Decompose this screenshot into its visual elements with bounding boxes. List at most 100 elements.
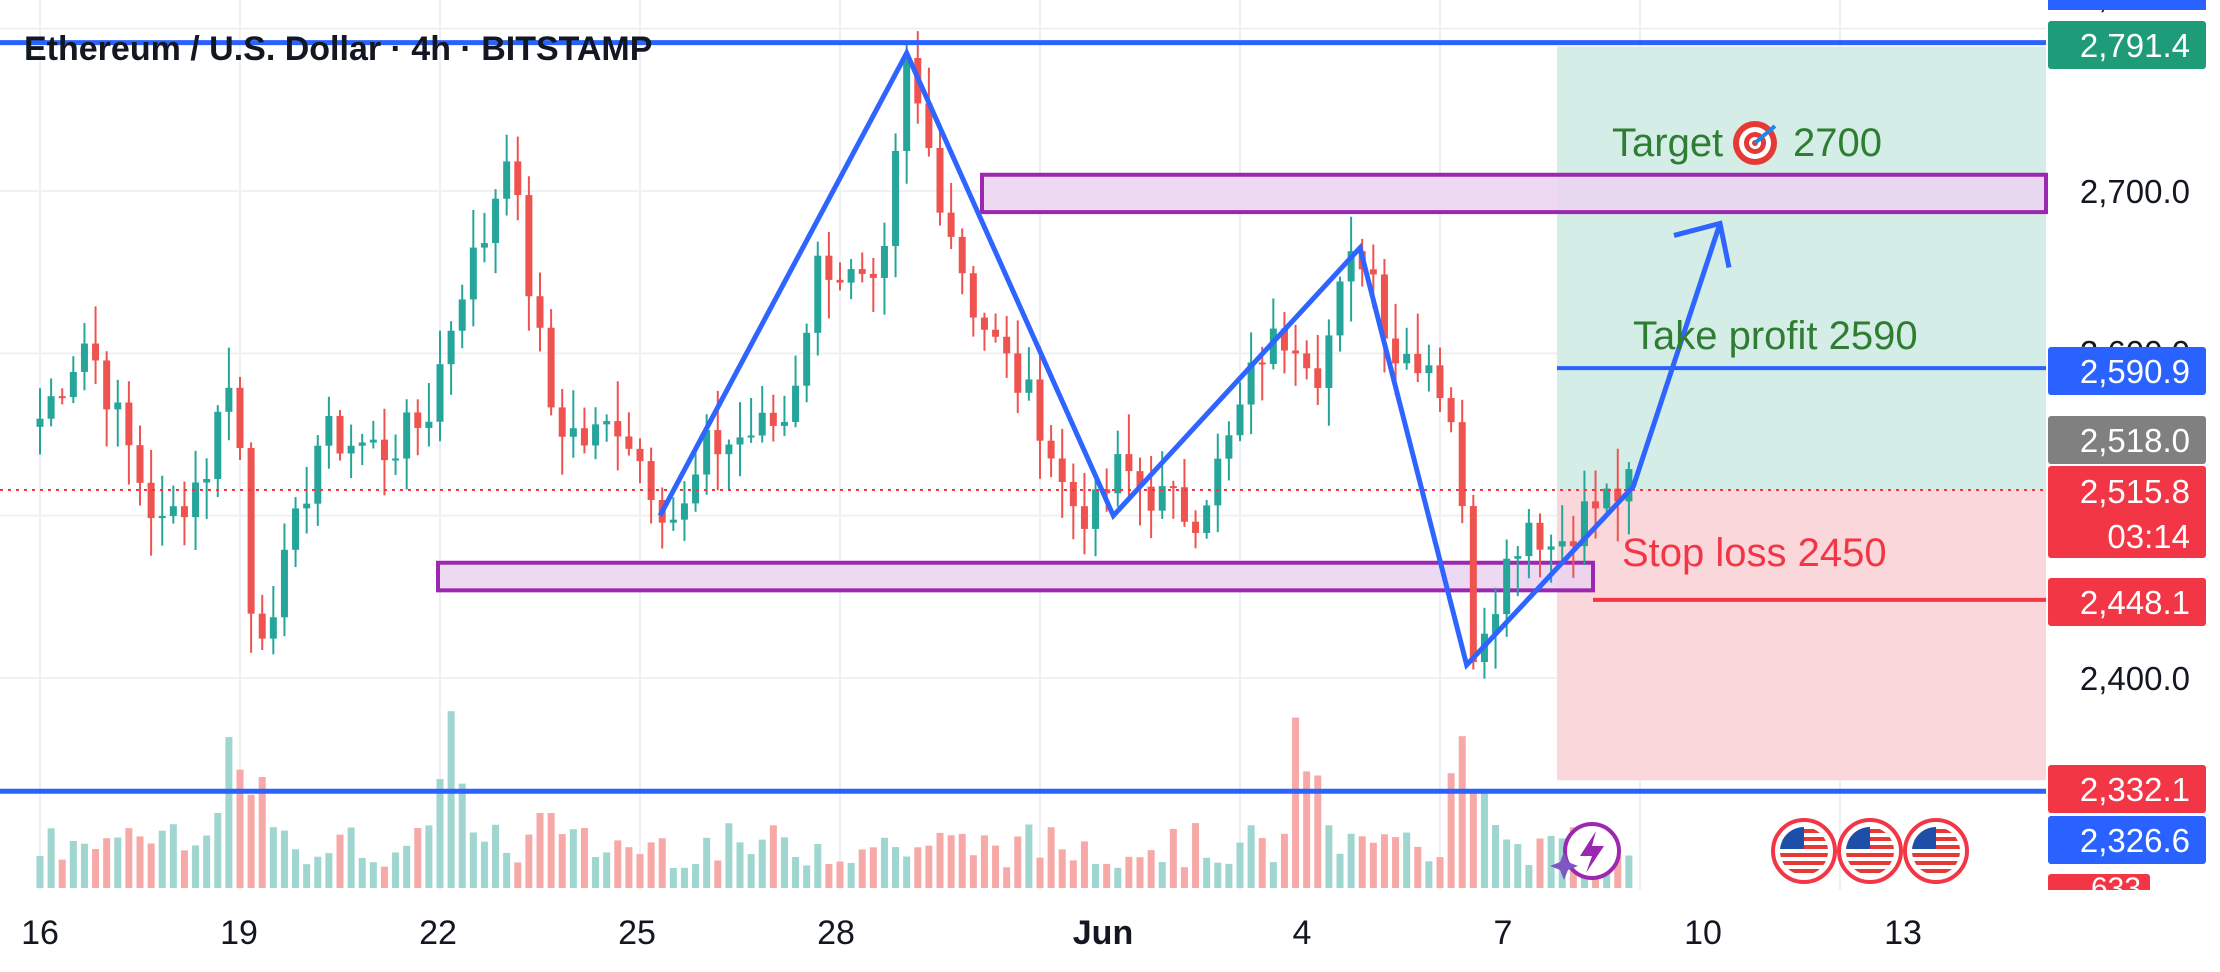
candle-body[interactable]: [625, 436, 633, 449]
candle-body[interactable]: [803, 332, 811, 386]
candle-body[interactable]: [780, 421, 788, 426]
candle-body[interactable]: [1425, 365, 1433, 374]
candle-body[interactable]: [114, 402, 122, 410]
candle-body[interactable]: [69, 371, 77, 398]
candle-body[interactable]: [203, 479, 211, 483]
candle-body[interactable]: [425, 421, 433, 428]
us-flag-icon[interactable]: [1903, 818, 1969, 884]
candle-body[interactable]: [1392, 338, 1400, 364]
candle-body[interactable]: [369, 439, 377, 443]
candle-body[interactable]: [1258, 362, 1266, 365]
candle-body[interactable]: [692, 474, 700, 504]
candle-body[interactable]: [325, 415, 333, 446]
candle-body[interactable]: [1547, 546, 1555, 550]
candle-body[interactable]: [1080, 506, 1088, 529]
candle-body[interactable]: [925, 103, 933, 148]
candle-body[interactable]: [158, 516, 166, 519]
candle-body[interactable]: [1403, 353, 1411, 364]
candle-body[interactable]: [403, 412, 411, 459]
candle-body[interactable]: [1058, 458, 1066, 483]
lightning-icon[interactable]: [1550, 822, 1621, 880]
candle-body[interactable]: [1292, 350, 1300, 354]
candle-body[interactable]: [1069, 482, 1077, 507]
price-label-lower-2[interactable]: [2048, 816, 2206, 864]
candle-body[interactable]: [147, 482, 155, 519]
candle-body[interactable]: [1047, 440, 1055, 459]
candle-body[interactable]: [1169, 486, 1177, 489]
candle-body[interactable]: [36, 418, 44, 427]
candle-body[interactable]: [458, 299, 466, 331]
candle-body[interactable]: [1447, 398, 1455, 423]
candle-body[interactable]: [314, 445, 322, 504]
candle-body[interactable]: [1569, 541, 1577, 547]
candle-body[interactable]: [492, 198, 500, 244]
candle-body[interactable]: [192, 482, 200, 518]
candle-body[interactable]: [1558, 541, 1566, 547]
resistance-zone[interactable]: [980, 172, 2048, 215]
candle-body[interactable]: [1136, 471, 1144, 487]
candle-body[interactable]: [836, 279, 844, 283]
candle-body[interactable]: [1269, 328, 1277, 364]
candle-body[interactable]: [1347, 251, 1355, 282]
candle-body[interactable]: [1103, 489, 1111, 494]
candle-body[interactable]: [136, 445, 144, 483]
candle-body[interactable]: [525, 195, 533, 297]
candle-body[interactable]: [469, 247, 477, 300]
candle-body[interactable]: [847, 269, 855, 283]
candle-body[interactable]: [1236, 404, 1244, 436]
candle-body[interactable]: [536, 296, 544, 328]
candle-body[interactable]: [1614, 488, 1622, 502]
candle-body[interactable]: [1280, 328, 1288, 351]
candle-body[interactable]: [980, 317, 988, 330]
candle-body[interactable]: [1014, 353, 1022, 393]
candle-body[interactable]: [736, 437, 744, 445]
candle-body[interactable]: [292, 508, 300, 550]
event-icons[interactable]: [1550, 818, 1969, 884]
candle-body[interactable]: [1492, 614, 1500, 634]
candle-body[interactable]: [269, 617, 277, 639]
candle-body[interactable]: [247, 447, 255, 614]
candle-body[interactable]: [236, 387, 244, 448]
candle-body[interactable]: [1180, 487, 1188, 522]
candle-body[interactable]: [814, 255, 822, 333]
candle-body[interactable]: [825, 255, 833, 280]
candle-body[interactable]: [1592, 501, 1600, 509]
price-label-upper-line[interactable]: [2048, 21, 2206, 69]
candle-body[interactable]: [1503, 558, 1511, 615]
candle-body[interactable]: [714, 430, 722, 455]
candle-body[interactable]: [1469, 506, 1477, 663]
candle-body[interactable]: [969, 273, 977, 318]
candle-body[interactable]: [936, 147, 944, 213]
candle-body[interactable]: [80, 343, 88, 372]
candle-body[interactable]: [1458, 422, 1466, 507]
candle-body[interactable]: [58, 396, 66, 399]
candle-body[interactable]: [1125, 454, 1133, 472]
candle-body[interactable]: [1092, 489, 1100, 529]
price-label-lower[interactable]: [2048, 765, 2206, 813]
candle-body[interactable]: [1314, 368, 1322, 388]
candles[interactable]: [36, 31, 1633, 679]
us-flag-icon[interactable]: [1837, 818, 1903, 884]
candle-body[interactable]: [647, 461, 655, 501]
candle-body[interactable]: [703, 430, 711, 475]
candle-body[interactable]: [569, 428, 577, 437]
candle-body[interactable]: [92, 343, 100, 361]
candle-body[interactable]: [358, 442, 366, 446]
candle-body[interactable]: [1003, 336, 1011, 354]
candle-body[interactable]: [1536, 522, 1544, 550]
candle-body[interactable]: [125, 402, 133, 446]
candle-body[interactable]: [614, 421, 622, 437]
us-flag-icon[interactable]: [1771, 818, 1837, 884]
candle-body[interactable]: [1114, 454, 1122, 494]
candle-body[interactable]: [336, 415, 344, 454]
candle-body[interactable]: [958, 236, 966, 274]
candle-body[interactable]: [1247, 362, 1255, 405]
candle-body[interactable]: [1225, 435, 1233, 459]
candle-body[interactable]: [1203, 505, 1211, 533]
candle-body[interactable]: [858, 269, 866, 274]
candle-body[interactable]: [1303, 353, 1311, 369]
candle-body[interactable]: [1192, 521, 1200, 533]
candle-body[interactable]: [769, 412, 777, 426]
candle-body[interactable]: [103, 360, 111, 410]
